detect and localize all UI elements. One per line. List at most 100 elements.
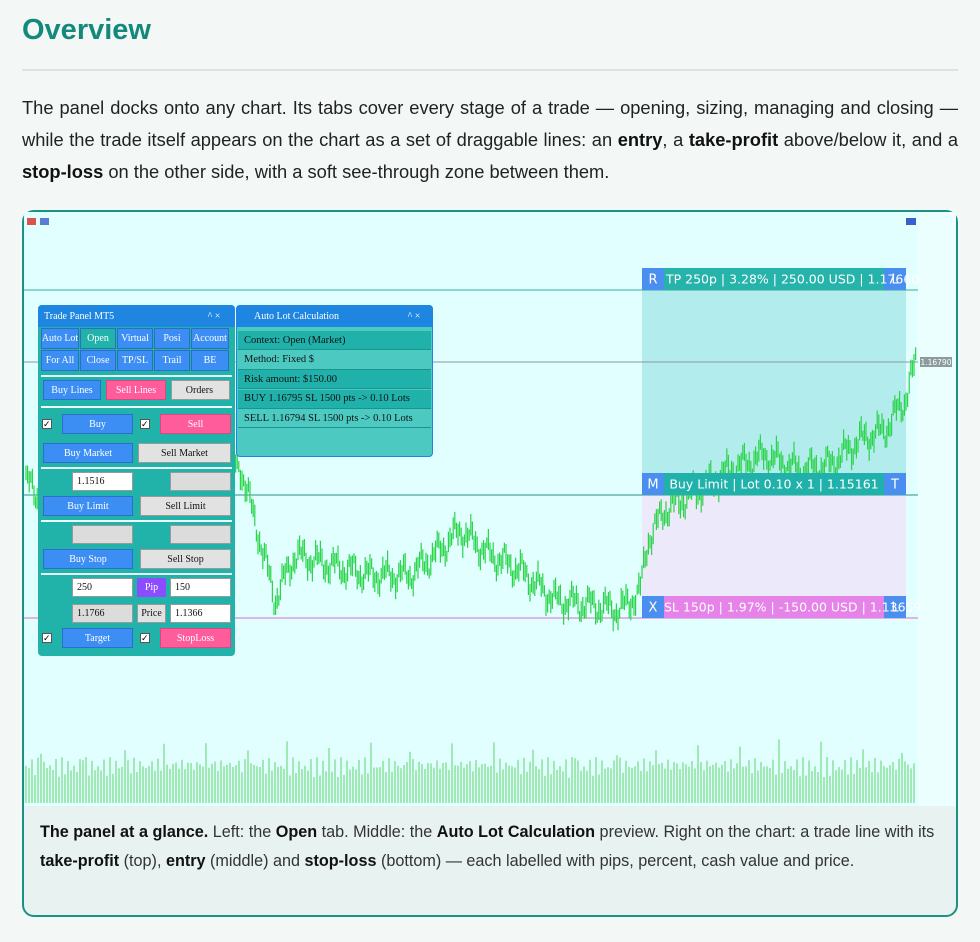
panel-title: Trade Panel MT5 — [44, 310, 115, 322]
text: (top), — [119, 852, 166, 870]
tab[interactable]: Trail — [154, 350, 190, 371]
line-button — [884, 596, 906, 618]
tab[interactable]: Auto Lot — [41, 328, 79, 349]
line-button — [642, 596, 664, 618]
panel-title-bar — [236, 305, 433, 327]
bold-text: The panel at a glance. — [40, 823, 209, 841]
icon — [27, 218, 36, 225]
tp-zone — [642, 268, 906, 484]
text: on the other side, with a soft see-throu… — [103, 161, 610, 182]
text: preview. Right on the chart: a trade lin… — [595, 823, 935, 841]
price-axis — [918, 212, 956, 806]
bold-text: Auto Lot Calculation — [436, 823, 596, 841]
button[interactable]: Sell Lines — [106, 380, 166, 400]
input[interactable]: 1.1766 — [72, 604, 133, 623]
bold-text: Open — [275, 823, 318, 841]
bold-text: entry — [617, 129, 663, 150]
button[interactable]: Sell Stop — [140, 549, 231, 569]
panel-controls: ^ × — [407, 310, 421, 322]
button[interactable]: Buy Stop — [43, 549, 133, 569]
checkbox[interactable]: ✓ — [140, 419, 150, 429]
input[interactable]: 1.1516 — [72, 472, 133, 491]
divider — [41, 406, 232, 408]
icon — [40, 218, 49, 225]
auto-lot-row: BUY 1.16795 SL 1500 pts -> 0.10 Lots — [238, 389, 431, 409]
caption: The panel at a glance. Left: the Open ta… — [40, 818, 940, 876]
text: Left: the — [208, 823, 276, 841]
bold-text: take-profit — [688, 129, 779, 150]
line-button-label: M — [647, 478, 658, 493]
bold-text: stop-loss — [304, 852, 377, 870]
tab[interactable]: Account — [191, 328, 229, 349]
text: above/below it, and a — [778, 129, 959, 150]
intro: The panel docks onto any chart. Its tabs… — [22, 92, 958, 188]
bold-text: stop-loss — [22, 161, 104, 182]
line-label-bar — [642, 596, 906, 618]
input[interactable] — [170, 472, 231, 491]
line-label: Buy Limit | Lot 0.10 x 1 | 1.15161 — [669, 477, 878, 492]
input[interactable]: 150 — [170, 578, 231, 597]
checkbox[interactable]: ✓ — [42, 419, 52, 429]
line-label-bar — [642, 473, 906, 495]
tab[interactable]: TP/SL — [117, 350, 153, 371]
divider — [41, 375, 232, 377]
tab[interactable]: Close — [80, 350, 116, 371]
panel-title-bar — [38, 305, 235, 327]
button[interactable]: Orders — [171, 380, 230, 400]
divider — [41, 467, 232, 469]
button[interactable]: Sell Limit — [140, 496, 231, 516]
button[interactable]: Target — [62, 628, 133, 648]
volume — [25, 739, 915, 803]
input[interactable] — [170, 525, 231, 544]
checkbox[interactable]: ✓ — [140, 633, 150, 643]
panel-title: Auto Lot Calculation — [254, 310, 339, 322]
bold-text: entry — [165, 852, 206, 870]
icon — [906, 218, 916, 225]
line-label: SL 150p | 1.97% | -150.00 USD | 1.13659 — [664, 600, 922, 615]
line-button — [642, 473, 664, 495]
line-button — [642, 268, 664, 290]
panel-controls: ^ × — [207, 310, 221, 322]
button[interactable]: Buy Limit — [43, 496, 133, 516]
button[interactable]: Buy — [62, 414, 133, 434]
input[interactable] — [72, 525, 133, 544]
button[interactable]: Price — [137, 604, 166, 623]
input[interactable]: 250 — [72, 578, 133, 597]
heading: Overview — [22, 14, 151, 46]
button[interactable]: StopLoss — [160, 628, 231, 648]
text: (bottom) — each labelled with pips, perc… — [376, 852, 855, 870]
tab[interactable]: Posi — [154, 328, 190, 349]
button[interactable]: Sell Market — [138, 443, 231, 463]
button[interactable]: Buy Lines — [43, 380, 101, 400]
checkbox[interactable]: ✓ — [42, 633, 52, 643]
input[interactable]: 1.1366 — [170, 604, 231, 623]
tab[interactable]: For All — [41, 350, 79, 371]
tab[interactable]: Virtual — [117, 328, 153, 349]
text: (middle) and — [205, 852, 305, 870]
auto-lot-row: Method: Fixed $ — [238, 350, 431, 370]
auto-lot-row: SELL 1.16794 SL 1500 pts -> 0.10 Lots — [238, 409, 431, 428]
line-button — [884, 473, 906, 495]
text: tab. Middle: the — [317, 823, 437, 841]
line-label: TP 250p | 3.28% | 250.00 USD | 1.17660 — [665, 272, 919, 287]
tab[interactable]: Open — [80, 328, 116, 349]
tab[interactable]: BE — [191, 350, 229, 371]
button[interactable]: Buy Market — [43, 443, 133, 463]
line-button-label: R — [648, 273, 657, 288]
line-label-bar — [642, 268, 906, 290]
line-button-label: T — [890, 478, 899, 493]
line-button — [884, 268, 906, 290]
price-tag: 1.16790 — [920, 358, 951, 367]
button[interactable]: Pip — [137, 578, 166, 597]
text: , a — [662, 129, 689, 150]
auto-lot-row: Risk amount: $150.00 — [238, 370, 431, 389]
divider — [41, 573, 232, 575]
text: The panel docks onto any chart. Its tabs… — [22, 97, 958, 150]
button[interactable]: Sell — [160, 414, 231, 434]
rule — [22, 69, 958, 71]
auto-lot-row: Context: Open (Market) — [238, 331, 431, 350]
divider — [41, 520, 232, 522]
price-tag-bg — [920, 357, 952, 367]
line-button-label: L — [891, 601, 899, 616]
